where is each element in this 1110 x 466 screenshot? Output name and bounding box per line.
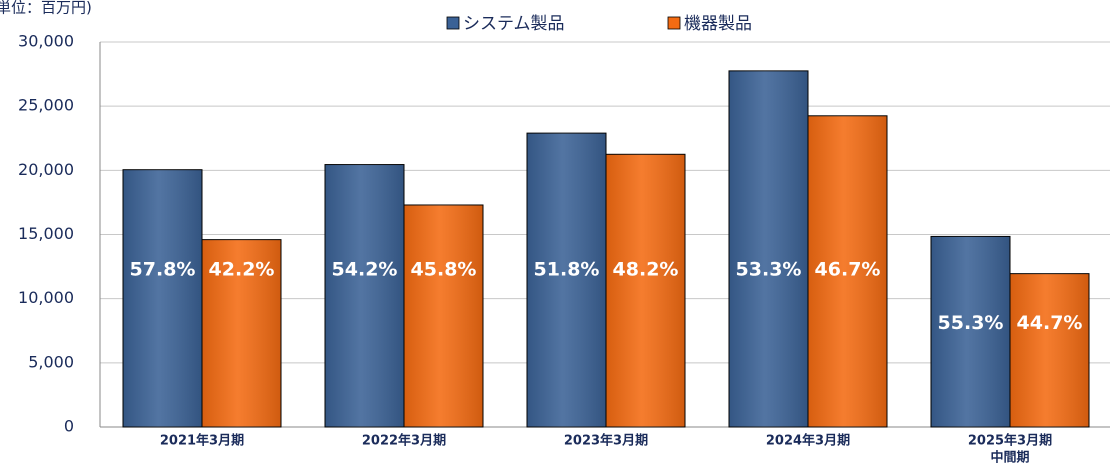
bar-shade xyxy=(729,70,808,427)
percent-label: 53.3% xyxy=(736,259,802,281)
unit-label: 単位：百万円) xyxy=(0,0,92,17)
bar-shade xyxy=(325,164,404,427)
y-tick-label: 15,000 xyxy=(18,224,74,243)
x-tick-label: 2021年3月期 xyxy=(160,433,244,449)
percent-label: 45.8% xyxy=(411,259,477,281)
x-tick-label: 2024年3月期 xyxy=(766,433,850,449)
x-tick-label: 2025年3月期 xyxy=(968,433,1052,449)
bar-shade xyxy=(606,154,685,427)
legend-label: システム製品 xyxy=(463,14,565,34)
x-tick-label: 2022年3月期 xyxy=(362,433,446,449)
bar-shade xyxy=(404,204,483,427)
bar-shade xyxy=(808,115,887,428)
percent-label: 57.8% xyxy=(130,259,196,281)
x-tick-label: 2023年3月期 xyxy=(564,433,648,449)
legend-label: 機器製品 xyxy=(684,14,752,34)
percent-label: 51.8% xyxy=(534,259,600,281)
percent-label: 55.3% xyxy=(938,312,1004,334)
y-tick-label: 10,000 xyxy=(18,288,74,307)
percent-label: 44.7% xyxy=(1017,312,1083,334)
percent-label: 42.2% xyxy=(209,259,275,281)
bar-shade xyxy=(202,239,281,427)
legend-swatch xyxy=(446,16,460,30)
bar-shade xyxy=(527,133,606,427)
y-tick-label: 5,000 xyxy=(28,352,74,371)
bar-shade xyxy=(931,236,1010,427)
percent-label: 54.2% xyxy=(332,259,398,281)
percent-label: 48.2% xyxy=(613,259,679,281)
legend-swatch xyxy=(667,16,681,30)
bar-shade xyxy=(1010,273,1089,427)
y-tick-label: 20,000 xyxy=(18,160,74,179)
bar-shade xyxy=(123,169,202,428)
y-tick-label: 25,000 xyxy=(18,96,74,115)
y-tick-label: 0 xyxy=(64,417,74,436)
percent-label: 46.7% xyxy=(815,259,881,281)
x-tick-label: 中間期 xyxy=(990,450,1029,466)
y-tick-label: 30,000 xyxy=(18,32,74,51)
